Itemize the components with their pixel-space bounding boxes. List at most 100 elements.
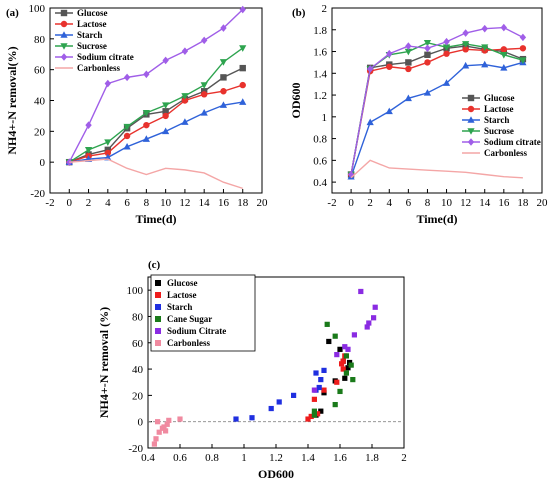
data-point: [233, 416, 239, 422]
x-tick-label: 12: [460, 197, 471, 209]
data-point: [334, 379, 340, 385]
data-point: [343, 353, 349, 359]
data-point: [200, 36, 208, 45]
legend-marker: [467, 116, 475, 123]
series-line: [350, 26, 524, 175]
x-tick-label: 4: [105, 197, 111, 209]
data-point: [500, 64, 508, 71]
data-point: [155, 419, 161, 425]
series-cane-sugar: [311, 321, 356, 418]
x-tick-label: 6: [406, 197, 412, 209]
data-point: [404, 94, 412, 102]
legend-entry: Starch: [167, 302, 192, 312]
data-point: [405, 59, 412, 66]
data-point: [162, 56, 169, 65]
data-point: [239, 5, 246, 14]
x-axis-title: Time(d): [416, 212, 457, 226]
legend-entry: Lactose: [77, 19, 107, 29]
series-sodium-citrate: [311, 288, 378, 393]
data-point: [123, 142, 131, 150]
data-point: [423, 40, 432, 47]
series-sodium-citrate: [66, 5, 246, 166]
x-tick-label: 10: [441, 197, 453, 209]
data-point: [519, 33, 527, 42]
y-tick-label: -20: [30, 188, 45, 200]
data-point: [481, 44, 489, 51]
data-point: [342, 375, 348, 381]
x-tick-label: 2: [86, 197, 92, 209]
panel-label: (a): [6, 7, 19, 19]
legend-box: [150, 274, 256, 352]
data-point: [219, 101, 228, 108]
data-point: [443, 37, 450, 46]
data-point: [291, 392, 297, 398]
data-point: [143, 121, 150, 129]
x-tick-label: 6: [124, 197, 130, 209]
data-point: [405, 65, 412, 73]
data-point: [166, 417, 172, 423]
legend-entry: Sodium Citrate: [167, 326, 226, 336]
x-tick-label: 0.4: [141, 452, 155, 464]
legend-entry: Glucose: [77, 8, 108, 18]
x-tick-label: 1.4: [301, 452, 315, 464]
y-tick-label: -20: [128, 443, 143, 455]
legend-entry: Carbonless: [77, 63, 121, 73]
y-tick-label: 20: [132, 390, 144, 402]
data-point: [219, 59, 228, 66]
legend-marker: [155, 292, 161, 298]
y-axis-title: OD600: [289, 83, 303, 119]
data-point: [311, 387, 317, 393]
legend-entry: Sucrose: [484, 126, 514, 136]
data-point: [340, 366, 346, 372]
x-axis-title: Time(d): [135, 212, 176, 226]
data-point: [162, 102, 170, 109]
data-point: [308, 413, 314, 420]
data-point: [200, 82, 208, 89]
x-tick-label: 0.8: [205, 452, 219, 464]
data-point: [143, 70, 150, 79]
y-tick-label: 80: [34, 34, 46, 46]
legend-marker: [467, 128, 475, 135]
legend-entry: Carbonless: [484, 148, 528, 158]
series-line: [69, 101, 243, 163]
data-point: [442, 44, 451, 51]
data-point: [345, 365, 351, 371]
x-tick-label: 1.8: [365, 452, 379, 464]
data-point: [351, 332, 357, 338]
y-tick-label: 1.8: [313, 25, 327, 37]
legend-marker: [60, 53, 68, 61]
x-tick-label: 12: [179, 197, 190, 209]
data-point: [386, 49, 393, 58]
data-point: [200, 109, 208, 116]
data-point: [200, 91, 208, 98]
data-point: [462, 41, 470, 48]
series-line: [69, 158, 243, 190]
x-axis-title: OD600: [258, 467, 294, 481]
y-tick-label: 80: [132, 311, 144, 323]
plot-frame: [331, 7, 543, 194]
data-point: [311, 412, 317, 418]
legend: Glucose Lactose Starch Cane Sugar Sodium Cit…: [150, 274, 256, 352]
y-tick-label: 100: [127, 285, 144, 297]
data-point: [239, 81, 246, 89]
data-point: [500, 51, 508, 59]
legend-marker: [60, 20, 68, 28]
data-point: [519, 57, 527, 65]
legend-marker: [60, 9, 68, 17]
y-tick-label: 0.6: [313, 155, 327, 167]
legend-entry: Sodium citrate: [484, 137, 541, 147]
data-point: [405, 42, 412, 50]
y-tick-label: 40: [34, 96, 46, 108]
data-point: [326, 338, 332, 345]
data-point: [239, 45, 247, 52]
y-tick-label: 1: [322, 112, 328, 124]
data-point: [181, 97, 189, 104]
y-tick-label: 2: [322, 3, 328, 15]
data-point: [151, 441, 157, 447]
data-point: [249, 415, 255, 421]
y-axis-title: NH4+-N removal (%): [97, 307, 111, 418]
x-tick-label: -2: [327, 197, 336, 209]
data-point: [424, 51, 431, 58]
